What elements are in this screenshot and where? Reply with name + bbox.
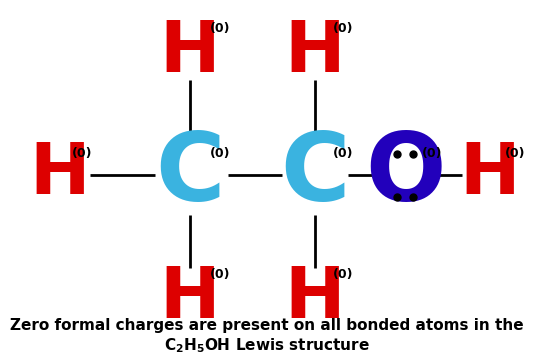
Text: (0): (0) (210, 147, 231, 160)
Text: (0): (0) (72, 147, 93, 160)
Text: H: H (285, 264, 345, 333)
Text: (0): (0) (210, 22, 231, 35)
Text: H: H (30, 140, 90, 209)
Text: (0): (0) (333, 22, 354, 35)
Text: (0): (0) (333, 268, 354, 281)
Text: C: C (155, 129, 225, 221)
Text: H: H (285, 18, 345, 87)
Text: C: C (280, 129, 350, 221)
Text: (0): (0) (210, 268, 231, 281)
Text: Zero formal charges are present on all bonded atoms in the: Zero formal charges are present on all b… (10, 318, 524, 333)
Text: (0): (0) (333, 147, 354, 160)
Text: H: H (460, 140, 520, 209)
Text: $\mathregular{C_2H_5OH}$ Lewis structure: $\mathregular{C_2H_5OH}$ Lewis structure (164, 336, 370, 352)
Text: H: H (160, 18, 220, 87)
Text: (0): (0) (505, 147, 525, 160)
Text: (0): (0) (422, 147, 442, 160)
Text: O: O (365, 129, 445, 221)
Text: H: H (160, 264, 220, 333)
